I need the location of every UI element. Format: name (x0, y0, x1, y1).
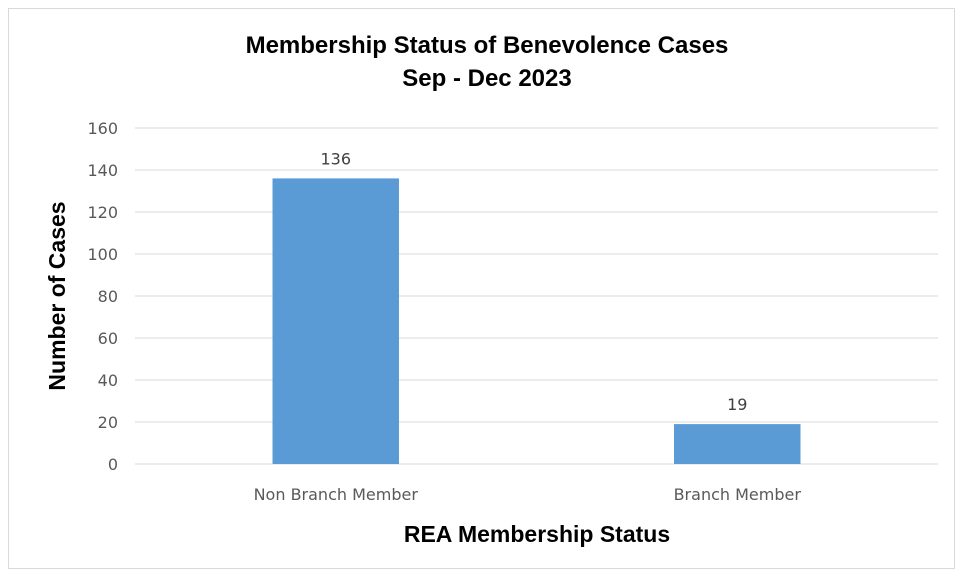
x-axis-ticks: Non Branch Member Branch Member (254, 485, 802, 504)
chart-frame (8, 8, 955, 569)
data-labels: 136 19 (320, 149, 747, 414)
chart-subtitle: Sep - Dec 2023 (402, 65, 571, 92)
y-tick-label: 20 (98, 413, 118, 432)
y-tick-label: 40 (98, 371, 118, 390)
y-axis-ticks: 0 20 40 60 80 100 120 140 160 (87, 119, 118, 474)
x-axis-title: REA Membership Status (404, 521, 670, 547)
y-tick-label: 60 (98, 329, 118, 348)
y-axis-title: Number of Cases (44, 201, 70, 390)
y-tick-label: 120 (87, 203, 118, 222)
x-tick-label: Branch Member (674, 485, 802, 504)
gridlines (135, 127, 938, 465)
data-label: 136 (320, 149, 351, 168)
y-tick-label: 140 (87, 161, 118, 180)
y-tick-label: 160 (87, 119, 118, 138)
bar-non-branch-member (272, 178, 399, 464)
y-tick-label: 100 (87, 245, 118, 264)
bar-branch-member (674, 424, 801, 464)
bars (272, 178, 801, 464)
x-tick-label: Non Branch Member (254, 485, 419, 504)
y-tick-label: 80 (98, 287, 118, 306)
data-label: 19 (727, 395, 747, 414)
chart-title: Membership Status of Benevolence Cases (246, 32, 729, 59)
y-tick-label: 0 (108, 455, 118, 474)
